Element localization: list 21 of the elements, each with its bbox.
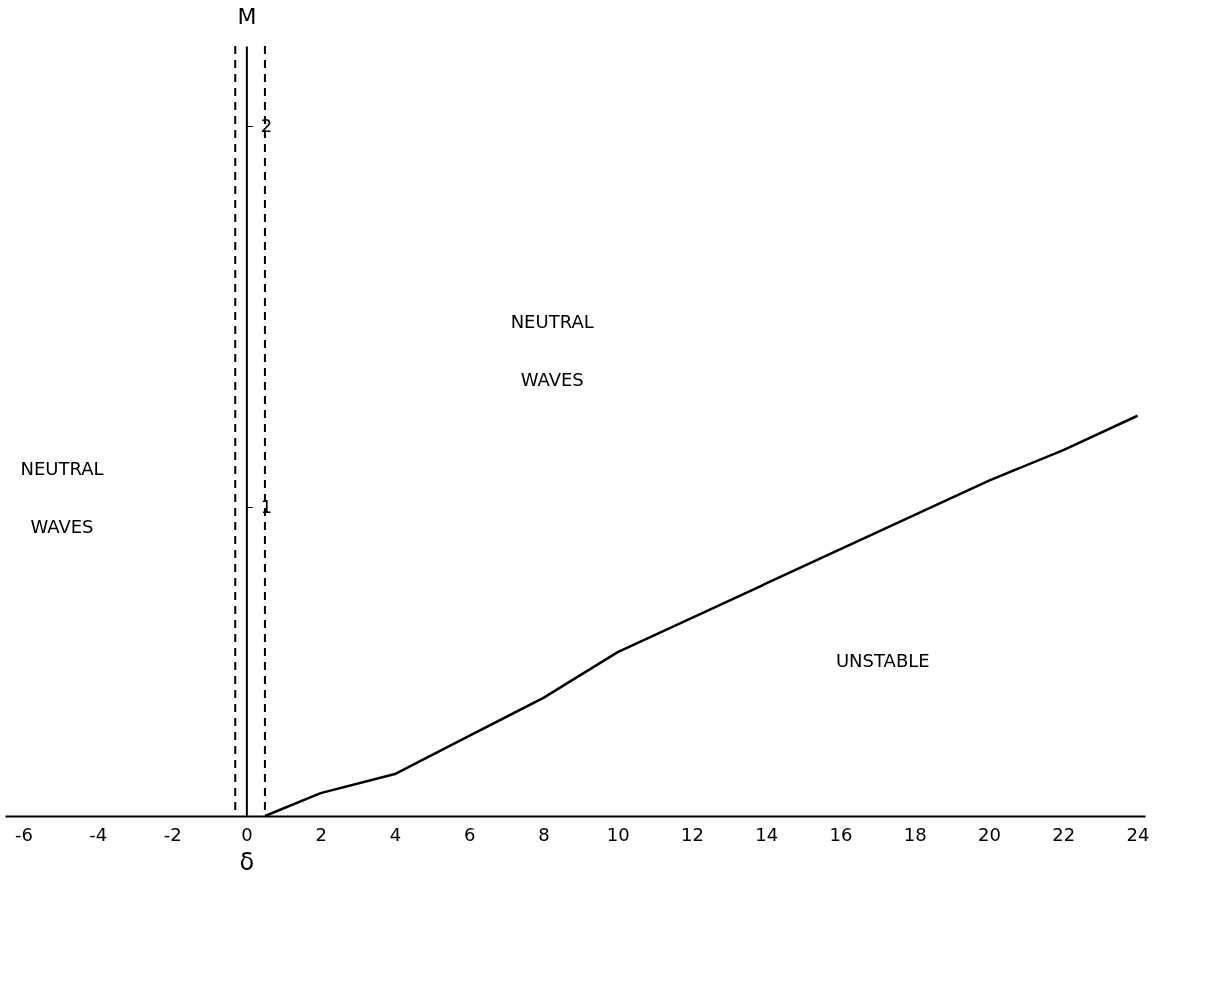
x-tick-label: 4 [389,823,402,845]
text: NEUTRAL WAVES [20,457,104,537]
text: NEUTRAL WAVES [510,311,594,391]
x-tick-label: 2 [315,823,327,845]
x-tick-label: 10 [606,823,630,845]
x-tick-label: 12 [681,823,704,845]
x-tick-label: 18 [903,823,927,845]
y-axis-title: M [237,3,257,29]
x-tick-label: 16 [829,823,853,845]
x-tick-label: -2 [163,823,182,845]
x-tick-label: 14 [755,823,779,845]
x-tick-label: 20 [978,823,1001,845]
x-tick-label: -6 [15,823,34,845]
x-tick-label: 0 [241,823,253,845]
annotation: UNSTABLE [835,650,930,671]
x-tick-label: 6 [463,823,476,845]
x-tick-label: -4 [89,823,108,845]
x-tick-label: 22 [1052,823,1076,845]
x-tick-label: 24 [1126,823,1150,845]
x-tick-label: 8 [538,823,550,845]
x-axis-title: δ [239,847,255,876]
